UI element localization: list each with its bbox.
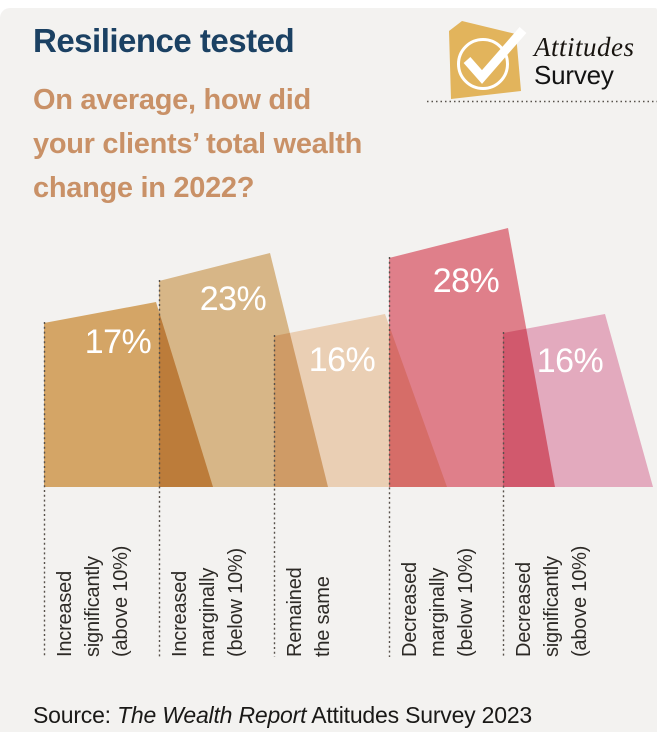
category-line: Remained — [284, 567, 306, 657]
chart-question: On average, how did your clients’ total … — [33, 78, 463, 210]
chart-question-line-3: change in 2022? — [33, 172, 255, 204]
category-line: Increased — [169, 570, 191, 657]
value-label-3: 16% — [309, 341, 376, 379]
category-line: (below 10%) — [455, 548, 477, 657]
logo-word-attitudes: Attitudes — [534, 32, 635, 62]
bar-decreased-significantly — [503, 314, 653, 487]
category-line: (below 10%) — [225, 548, 247, 657]
category-label-decreased-marginally: Decreased marginally (below 10%) — [396, 507, 480, 657]
source-report-name: The Wealth Report — [117, 702, 307, 728]
category-line: (above 10%) — [110, 545, 132, 657]
percent-labels: 17% 23% 16% 28% 16% — [85, 262, 604, 380]
value-label-4: 28% — [433, 262, 500, 300]
category-line: Decreased — [513, 562, 535, 657]
source-prefix: Source: — [33, 702, 118, 728]
category-dotted-lines — [43, 257, 505, 657]
source-attribution: Source: The Wealth Report Attitudes Surv… — [33, 702, 532, 729]
attitudes-survey-wordmark: Attitudes Survey — [534, 33, 635, 89]
category-label-increased-significantly: Increased significantly (above 10%) — [51, 507, 135, 657]
category-line: marginally — [427, 567, 449, 657]
value-label-2: 23% — [200, 280, 267, 318]
category-line: the same — [312, 576, 334, 657]
logo-circle-icon — [457, 38, 509, 90]
attitudes-survey-logo-icon — [449, 21, 527, 99]
checkmark-icon — [463, 27, 527, 84]
category-line: Increased — [54, 570, 76, 657]
category-label-increased-marginally: Increased marginally (below 10%) — [166, 507, 250, 657]
logo-word-survey: Survey — [534, 60, 614, 90]
chart-question-line-2: your clients’ total wealth — [33, 128, 362, 160]
bar-series — [44, 228, 653, 487]
source-suffix: Attitudes Survey 2023 — [306, 702, 533, 728]
chart-question-line-1: On average, how did — [33, 84, 311, 116]
value-label-1: 17% — [85, 323, 152, 361]
category-label-decreased-significantly: Decreased significantly (above 10%) — [510, 507, 594, 657]
category-line: significantly — [82, 556, 104, 657]
value-label-5: 16% — [537, 342, 604, 380]
page-title: Resilience tested — [33, 22, 295, 59]
category-line: (above 10%) — [569, 545, 591, 657]
category-line: Decreased — [399, 562, 421, 657]
category-line: significantly — [541, 556, 563, 657]
category-label-remained-the-same: Remained the same — [281, 507, 337, 657]
category-line: marginally — [197, 567, 219, 657]
